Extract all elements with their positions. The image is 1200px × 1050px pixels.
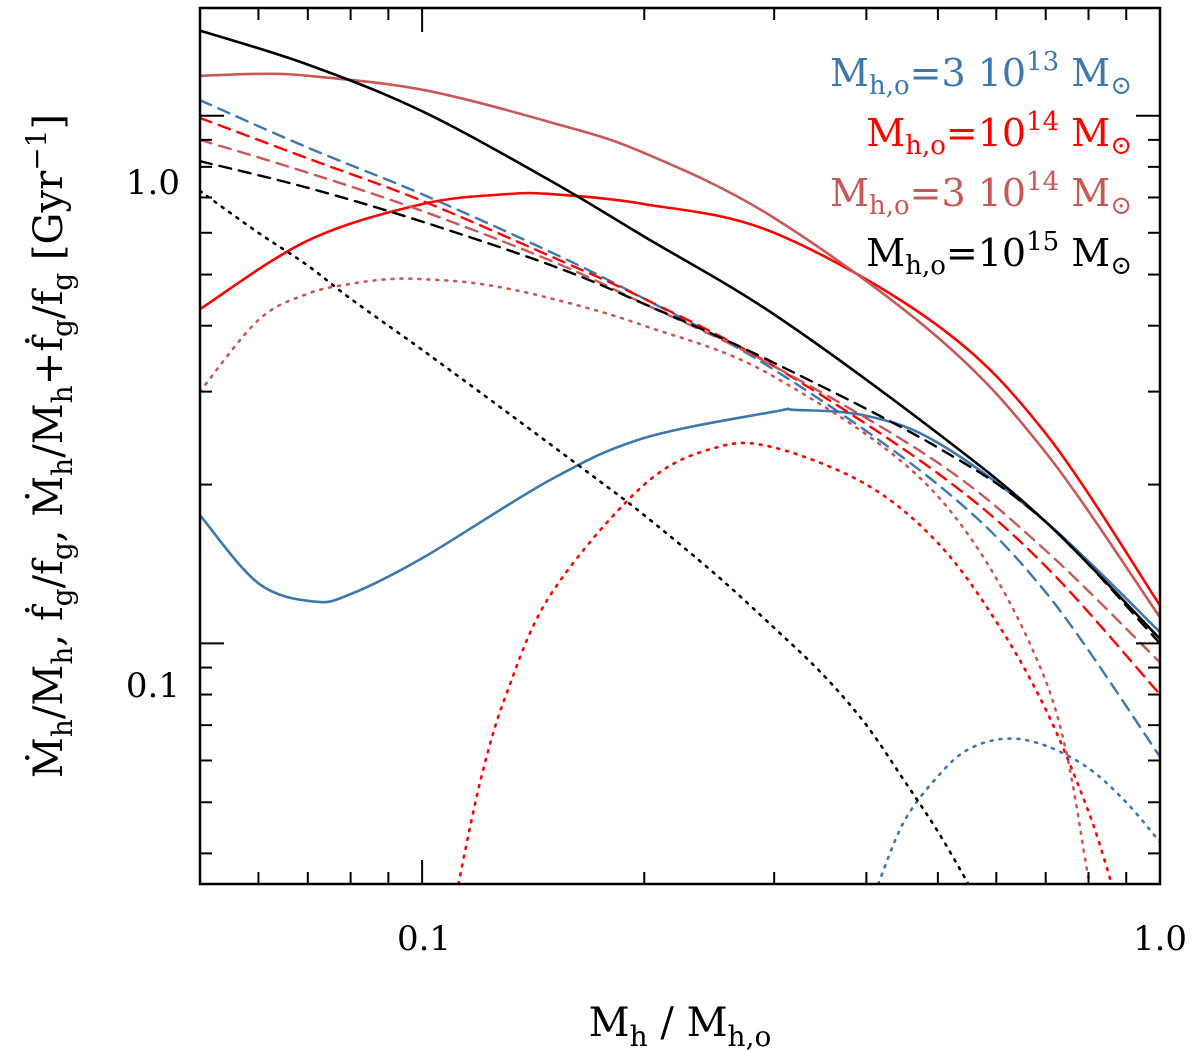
axis-ticks	[199, 8, 1161, 884]
y-axis-label: Ṁh/Mh, ḟg/fg, Ṁh/Mh+ḟg/fg [Gyr−1]	[20, 114, 79, 778]
series-3-total-line	[200, 29, 1160, 641]
x-tick-label-0.1: 0.1	[397, 919, 451, 959]
series-2-gas-dotted-line	[200, 277, 1090, 879]
series-0-total-line	[200, 407, 1160, 634]
plot-lines	[200, 29, 1160, 884]
y-tick-label-1.0: 1.0	[126, 163, 180, 203]
legend-entry-3e14: Mh,o=3 1014 M⊙	[830, 167, 1132, 221]
series-1-accretion-dashed-line	[200, 116, 1160, 696]
series-3-gas-dotted-line	[200, 189, 970, 884]
legend: Mh,o=3 1013 M⊙ Mh,o=1014 M⊙ Mh,o=3 1014 …	[830, 47, 1132, 281]
series-1-gas-dotted-line	[457, 441, 1113, 884]
y-axis-label-text: Ṁh/Mh, ḟg/fg, Ṁh/Mh+ḟg/fg [Gyr−1]	[20, 114, 79, 778]
legend-entry-1e14: Mh,o=1014 M⊙	[866, 107, 1132, 161]
series-1-total-line	[200, 191, 1160, 607]
plot-frame	[198, 6, 1162, 886]
series-2-total-line	[200, 72, 1160, 619]
legend-entry-1e15: Mh,o=1015 M⊙	[866, 227, 1132, 281]
y-tick-label-0.1: 0.1	[126, 666, 180, 706]
legend-entry-3e13: Mh,o=3 1013 M⊙	[830, 47, 1132, 101]
x-tick-label-1.0: 1.0	[1133, 919, 1187, 959]
series-2-accretion-dashed-line	[200, 138, 1160, 664]
